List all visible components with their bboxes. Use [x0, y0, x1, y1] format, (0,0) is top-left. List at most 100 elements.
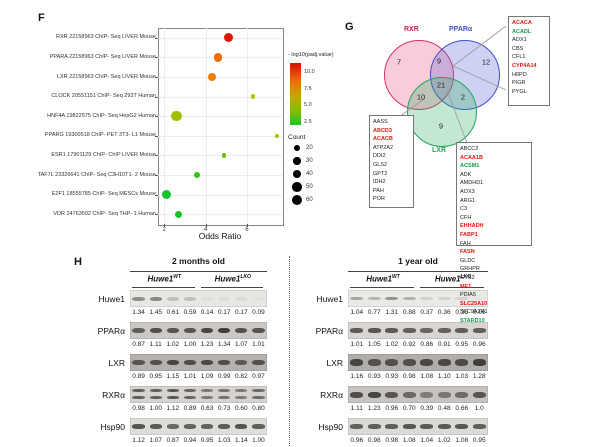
band-quantification-value: 0.98: [132, 405, 145, 412]
band-quantification-value: 1.07: [234, 341, 248, 348]
band-quantification-value: 1.31: [385, 309, 399, 316]
band-quantification-value: 1.02: [385, 341, 399, 348]
gene-box-rxr-lxr: AASS ABCD3 ACACB ATP2A2 DDI2 GLS2 GPT2 IDH2 PAH P…: [369, 115, 414, 208]
gene-label: PDIA5: [460, 292, 476, 299]
blot-band: [252, 297, 264, 301]
band-quantification-value: 0.96: [350, 437, 364, 444]
band-quantification-value: 0.95: [472, 437, 486, 444]
band-quantification-value: 1.05: [367, 341, 381, 348]
venn-count-lxr-only: 9: [438, 121, 444, 131]
blot-band: [252, 360, 265, 365]
protein-label: RXRα: [102, 390, 125, 400]
band-quantification-value: 1.11: [350, 405, 363, 412]
band-quantification-value: 0.37: [420, 309, 434, 316]
band-quantification-value: 0.80: [252, 405, 265, 412]
blot-band: [166, 424, 179, 429]
blot-band: [149, 296, 162, 301]
band-quantification-value: 0.95: [200, 437, 214, 444]
genotype-gene: Huwe1: [366, 274, 392, 284]
y-axis-label: PPARG 19300518 ChIP- PET 3T3- L1 Mouse: [44, 132, 156, 139]
blot-band: [455, 424, 469, 429]
size-legend-label: 50: [306, 183, 313, 190]
blot-band: [149, 327, 162, 334]
blot-band: [235, 424, 248, 429]
panel-f-letter: F: [38, 12, 45, 24]
protein-label: LXR: [108, 358, 125, 368]
x-axis-title: Odds Ratio: [198, 231, 242, 241]
blot-band: [437, 391, 451, 398]
blot-band: [252, 327, 265, 334]
protein-label: PPARα: [97, 326, 125, 336]
y-axis-label: RXR 22158963 ChIP- Seq LIVER Mouse: [56, 34, 156, 41]
blot-band: [385, 359, 399, 366]
quantification-row: 0.87 1.11 1.02 1.00 1.23 1.34 1.07 1.01: [130, 341, 267, 348]
venn-set-label-pparα: PPARα: [449, 26, 473, 33]
blot-band: [252, 389, 265, 392]
blot-band: [200, 389, 214, 392]
color-legend-tick-label: 5.0: [304, 102, 312, 109]
protein-label: Hsp90: [318, 422, 343, 432]
gene-label: GPT2: [373, 170, 388, 177]
gene-label: GYS2: [460, 274, 475, 281]
y-tick-mark: [155, 175, 158, 176]
y-tick-mark: [155, 135, 158, 137]
data-point: [171, 110, 182, 122]
blot-band: [149, 424, 162, 429]
gene-label: ABCD3: [373, 127, 392, 134]
blot-band: [132, 396, 145, 399]
band-quantification-value: 1.07: [149, 437, 163, 444]
gene-column-2: FASN GLDC GRHPR GYS2 ME1 PDIA5 SLC25A10 SLC9A3R…: [460, 248, 492, 325]
x-tick-label: 6: [245, 227, 249, 233]
panel-h-letter: H: [74, 256, 82, 268]
data-point: [161, 190, 171, 200]
gene-label: CBS: [512, 45, 524, 52]
blot-title-rule: [348, 271, 488, 272]
band-quantification-value: 1.01: [183, 373, 197, 380]
band-quantification-value: 0.98: [367, 437, 381, 444]
gridline-horizontal: [158, 194, 282, 196]
blot-band: [455, 328, 469, 333]
venn-count-ppara-only: 12: [481, 57, 491, 67]
y-axis-label: LXR 22158963 ChIP- Seq LIVER Mouse: [56, 73, 156, 80]
size-legend-label: 40: [306, 170, 313, 177]
gridline-vertical: [164, 28, 166, 224]
gridline-vertical: [205, 28, 207, 224]
band-quantification-value: 0.91: [437, 341, 451, 348]
genotype-rule: [420, 287, 484, 288]
band-quantification-value: 1.01: [350, 341, 364, 348]
quantification-row: 1.040.77 1.310.88 0.370.360.350.06: [348, 309, 488, 316]
blot-group-title: 2 months old: [172, 256, 225, 266]
gene-label: AOX3: [460, 188, 475, 195]
x-tick-mark: [205, 224, 207, 227]
band-quantification-value: 1.08: [402, 437, 416, 444]
gene-label: H6PD: [512, 71, 527, 78]
band-quantification-value: 0.99: [217, 373, 231, 380]
blot-band: [420, 328, 434, 333]
band-quantification-value: 1.04: [420, 437, 434, 444]
genotype-label-wt: Huwe1WT: [130, 274, 199, 284]
blot-band: [437, 424, 451, 429]
data-point: [221, 153, 227, 158]
blot-band: [166, 296, 179, 301]
data-point: [194, 171, 201, 179]
gene-label: IDH2: [373, 179, 386, 186]
blot-band: [402, 296, 416, 301]
blot-band: [385, 328, 399, 333]
y-tick-mark: [155, 214, 158, 216]
blot-band: [455, 391, 469, 398]
band-quantification-value: 1.04: [350, 309, 364, 316]
blot-band: [350, 424, 364, 429]
band-quantification-value: 1.0: [474, 405, 484, 412]
color-legend-gradient: [290, 63, 301, 125]
band-quantification-value: 1.03: [217, 437, 231, 444]
blot-band: [166, 327, 179, 334]
y-tick-mark: [155, 57, 158, 59]
band-quantification-value: 0.63: [200, 405, 214, 412]
genotype-superscript: WT: [392, 274, 400, 280]
blot-band: [235, 389, 248, 392]
blot-band: [402, 328, 416, 333]
band-quantification-value: 0.70: [402, 405, 416, 412]
gene-label: C3: [460, 206, 468, 213]
genotype-label-lko: Huwe1LKO: [199, 274, 268, 284]
blot-band: [402, 359, 416, 366]
